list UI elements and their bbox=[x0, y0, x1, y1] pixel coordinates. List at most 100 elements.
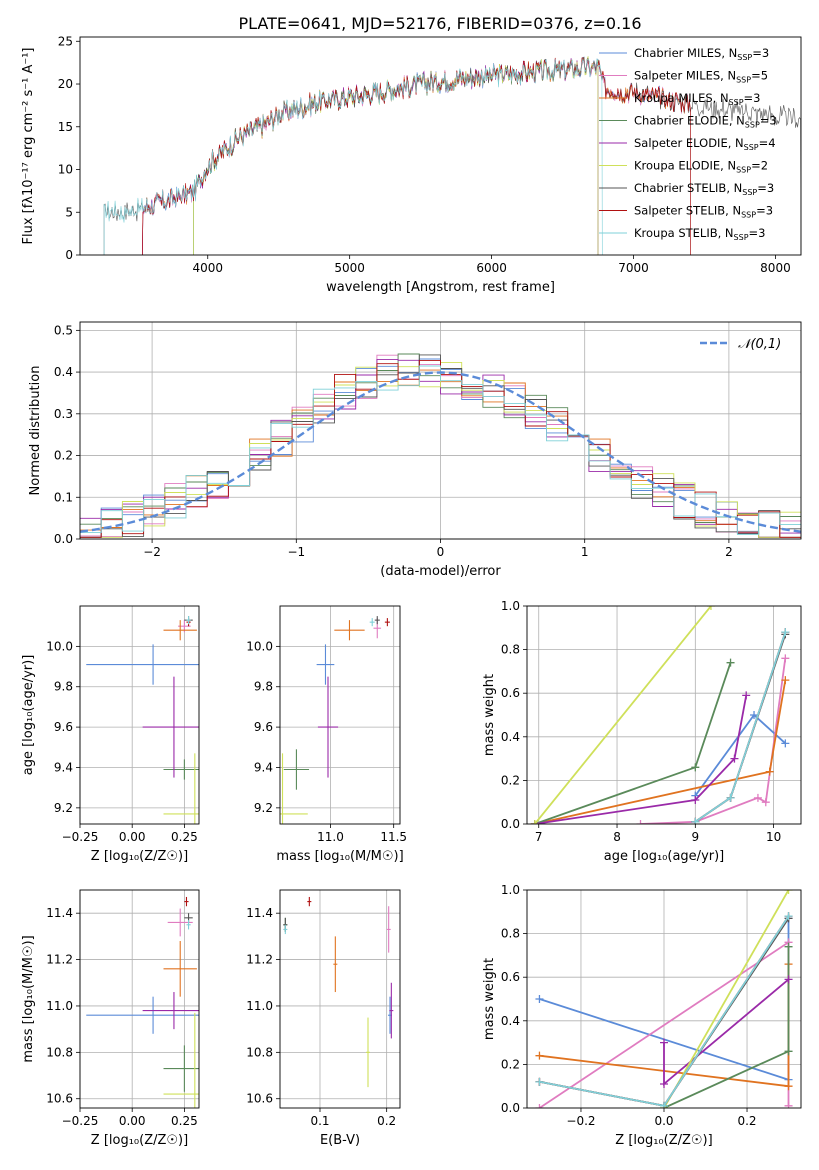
y-tick-label: 9.2 bbox=[254, 801, 273, 815]
x-axis-label: age [log₁₀(age/yr)] bbox=[604, 849, 725, 864]
spectrum-panel: 4000 5000 6000 7000 8000 0 5 10 15 20 25 wavelength… bbox=[21, 34, 802, 295]
spectrum-line-chabrier-elodie bbox=[193, 56, 599, 255]
weight-marker-chabrier-miles bbox=[750, 711, 759, 719]
y-tick-label: 0.4 bbox=[501, 1014, 520, 1028]
x-tick-label: −1 bbox=[287, 545, 305, 559]
residuals-panel: −2 −1 0 1 2 0.0 0.1 0.2 0.3 0.4 0.5 (data-model)/er… bbox=[28, 321, 802, 579]
errorbar-chabrier-elodie bbox=[163, 759, 199, 780]
x-axis-label: mass [log₁₀(M/M☉)] bbox=[276, 849, 403, 864]
x-tick-label: 0.25 bbox=[171, 1114, 198, 1128]
y-axis-label: mass weight bbox=[482, 674, 497, 756]
x-axis-label: E(B-V) bbox=[320, 1133, 360, 1148]
y-tick-label: 10 bbox=[58, 163, 73, 177]
y-tick-label: 9.6 bbox=[254, 720, 273, 734]
x-axis-label: Z [log₁₀(Z/Z☉)] bbox=[91, 849, 188, 864]
weight-marker-kroupa-elodie bbox=[530, 820, 539, 824]
x-tick-label: 7 bbox=[535, 830, 543, 844]
x-tick-label: 11.5 bbox=[380, 830, 407, 844]
grid bbox=[280, 890, 400, 1108]
y-tick-label: 0.2 bbox=[501, 773, 520, 787]
weight-marker-salpeter-miles bbox=[636, 820, 645, 824]
y-tick-label: 0.4 bbox=[54, 365, 73, 379]
x-tick-label: 8 bbox=[613, 830, 621, 844]
errorbar-kroupa-stelib bbox=[186, 616, 191, 625]
x-tick-label: 2 bbox=[725, 545, 733, 559]
errorbar-salpeter-stelib bbox=[384, 618, 390, 627]
errorbar-salpeter-elodie bbox=[142, 992, 199, 1030]
axes-box bbox=[79, 36, 802, 256]
plot-area bbox=[280, 616, 390, 824]
y-tick-label: 0.0 bbox=[501, 1101, 520, 1115]
x-tick-label: 0.1 bbox=[310, 1114, 329, 1128]
weight-marker-salpeter-miles bbox=[784, 1101, 793, 1108]
age-vs-mass-panel: 11.0 11.5 9.2 9.4 9.6 9.8 10.0 mass [log₁₀(M/M☉… bbox=[246, 605, 407, 864]
x-tick-label: 0.2 bbox=[377, 1114, 396, 1128]
y-tick-label: 9.4 bbox=[254, 760, 273, 774]
errorbar-salpeter-stelib bbox=[307, 896, 312, 907]
y-tick-label: 9.8 bbox=[254, 680, 273, 694]
weight-marker-kroupa-stelib bbox=[691, 817, 700, 824]
errorbar-chabrier-elodie bbox=[283, 749, 310, 790]
grid bbox=[280, 606, 400, 824]
weight-marker-kroupa-miles bbox=[765, 767, 774, 776]
weight-marker-kroupa-stelib bbox=[781, 628, 790, 637]
weight-marker-chabrier-elodie bbox=[726, 658, 735, 667]
y-tick-label: 0.2 bbox=[501, 1057, 520, 1071]
x-tick-label: −0.25 bbox=[62, 1114, 99, 1128]
y-axis-label: age [log₁₀(age/yr)] bbox=[21, 655, 36, 776]
normal-curve bbox=[80, 371, 801, 533]
errorbar-chabrier-stelib bbox=[374, 616, 380, 625]
weight-marker-kroupa-elodie bbox=[784, 890, 793, 894]
axes-box bbox=[279, 605, 401, 825]
weight-marker-kroupa-stelib bbox=[726, 793, 735, 802]
y-axis-label: mass weight bbox=[482, 958, 497, 1040]
axes-frame: −0.2 0.0 0.2 0.0 0.2 0.4 0.6 0.8 1.0 Z [log₁₀(Z/Z… bbox=[482, 883, 802, 1148]
weight-marker-salpeter-elodie bbox=[742, 691, 751, 700]
x-tick-label: 0.00 bbox=[119, 1114, 146, 1128]
legend-label-kroupa-miles: Kroupa MILES, NSSP=3 bbox=[634, 91, 760, 107]
axes-box bbox=[526, 605, 802, 825]
errorbar-kroupa-elodie bbox=[280, 753, 308, 824]
y-tick-label: 10.6 bbox=[246, 1092, 273, 1106]
weight-marker-kroupa-stelib bbox=[535, 1077, 544, 1086]
weight-line-salpeter-elodie bbox=[534, 695, 748, 824]
plot-area bbox=[86, 616, 199, 824]
errorbar-kroupa-stelib bbox=[186, 920, 191, 930]
grid bbox=[79, 606, 199, 824]
x-tick-label: 11.0 bbox=[317, 830, 344, 844]
x-axis-label: Z [log₁₀(Z/Z☉)] bbox=[91, 1133, 188, 1148]
x-tick-label: 0 bbox=[437, 545, 445, 559]
weight-marker-kroupa-miles bbox=[535, 1051, 544, 1060]
plot-area bbox=[86, 896, 199, 1108]
weight-marker-kroupa-miles bbox=[784, 1082, 793, 1091]
weight-marker-salpeter-miles bbox=[781, 654, 790, 663]
axes-frame: 7 8 9 10 0.0 0.2 0.4 0.6 0.8 1.0 age [log₁₀(age/yr… bbox=[482, 599, 802, 864]
figure-title: PLATE=0641, MJD=52176, FIBERID=0376, z=0… bbox=[238, 14, 641, 33]
weight-marker-chabrier-elodie bbox=[691, 763, 700, 772]
x-tick-label: 1 bbox=[581, 545, 589, 559]
x-tick-label: −2 bbox=[143, 545, 161, 559]
errorbar-salpeter-elodie bbox=[142, 676, 199, 778]
errorbar-chabrier-elodie bbox=[163, 1045, 199, 1092]
x-tick-label: 8000 bbox=[760, 261, 791, 275]
axes-box bbox=[79, 889, 200, 1109]
weight-marker-salpeter-elodie bbox=[660, 1080, 668, 1089]
x-tick-label: 0.0 bbox=[654, 1114, 673, 1128]
y-tick-label: 10.0 bbox=[246, 639, 273, 653]
errorbar-kroupa-miles bbox=[333, 936, 338, 993]
y-tick-label: 10.6 bbox=[46, 1092, 73, 1106]
grid bbox=[527, 605, 801, 825]
plot-area bbox=[530, 606, 790, 824]
errorbar-kroupa-elodie bbox=[163, 1012, 199, 1108]
axes-frame: 0.1 0.2 10.6 10.8 11.0 11.2 11.4 E(B-V) bbox=[246, 889, 401, 1148]
y-tick-label: 11.0 bbox=[46, 999, 73, 1013]
plot-area bbox=[103, 56, 801, 255]
weight-marker-salpeter-miles bbox=[535, 1104, 544, 1108]
errorbar-kroupa-miles bbox=[334, 620, 365, 641]
y-tick-label: 15 bbox=[58, 120, 73, 134]
weight-marker-salpeter-elodie bbox=[691, 796, 700, 805]
x-axis-label: wavelength [Angstrom, rest frame] bbox=[326, 280, 555, 295]
spectrum-line-kroupa-stelib bbox=[103, 58, 603, 255]
y-tick-label: 0.1 bbox=[54, 490, 73, 504]
